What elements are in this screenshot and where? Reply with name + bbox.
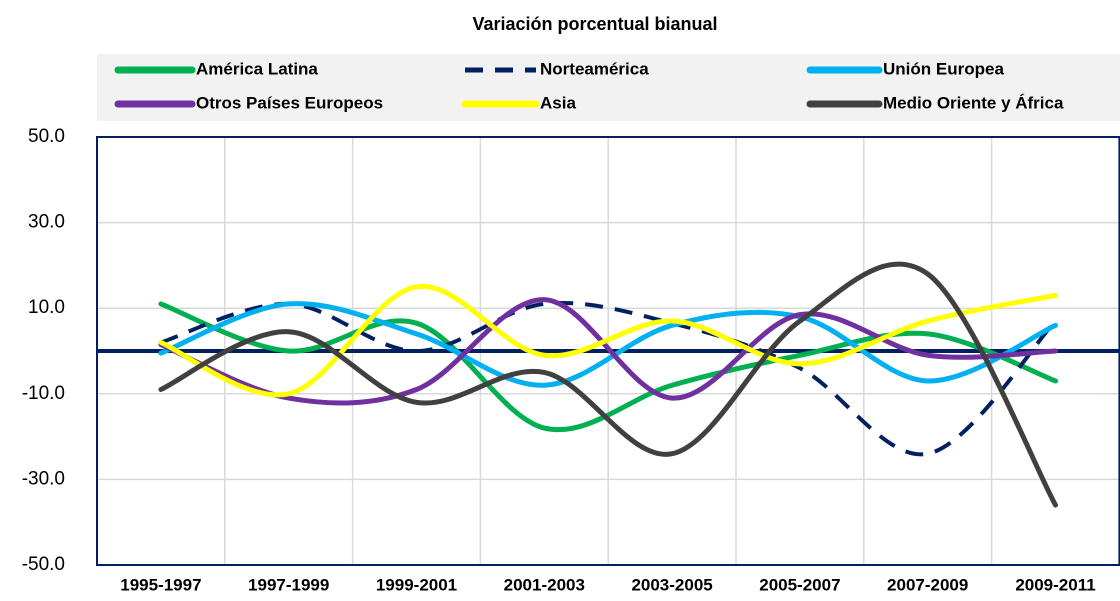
legend (97, 54, 1120, 121)
x-tick-label: 2009-2011 (1015, 575, 1095, 594)
chart-title: Variación porcentual bianual (472, 14, 717, 34)
x-tick-label: 1999-2001 (376, 575, 457, 594)
y-tick-label: -50.0 (22, 554, 65, 575)
y-tick-label: 50.0 (28, 126, 65, 147)
y-tick-label: 30.0 (28, 212, 65, 233)
legend-label: Otros Países Europeos (196, 93, 383, 112)
legend-label: Unión Europea (883, 59, 1004, 78)
y-tick-label: -30.0 (22, 468, 65, 489)
y-tick-label: -10.0 (22, 383, 65, 404)
x-tick-label: 2001-2003 (504, 575, 585, 594)
series-line (160, 300, 1057, 457)
x-tick-label: 2005-2007 (759, 575, 840, 594)
legend-label: Asia (540, 93, 576, 112)
series-line (158, 297, 1058, 406)
series-line (158, 301, 1058, 433)
series-line (158, 261, 1058, 508)
x-tick-label: 2007-2009 (887, 575, 968, 594)
series-line (158, 284, 1058, 398)
legend-label: América Latina (196, 59, 318, 78)
legend-label: Medio Oriente y África (883, 93, 1064, 112)
x-tick-label: 2003-2005 (631, 575, 712, 594)
y-tick-label: 10.0 (28, 297, 65, 318)
x-tick-label: 1997-1999 (248, 575, 329, 594)
legend-label: Norteamérica (540, 59, 649, 78)
x-tick-label: 1995-1997 (120, 575, 201, 594)
